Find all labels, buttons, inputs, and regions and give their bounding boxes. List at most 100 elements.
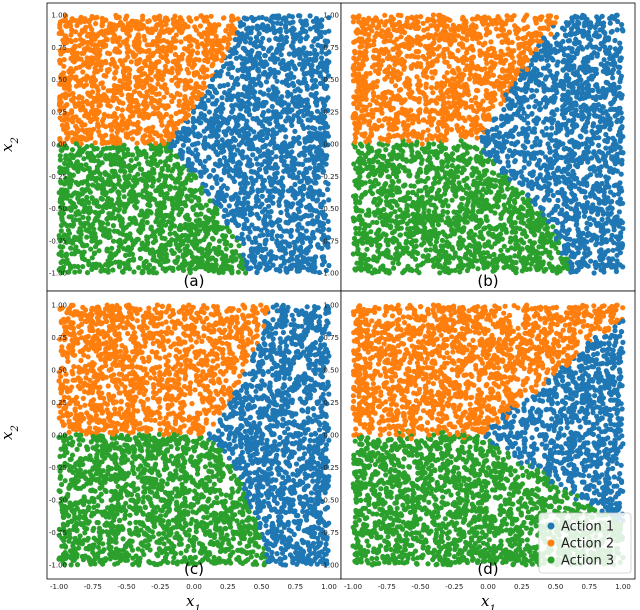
scatter-point [80,69,86,75]
scatter-point [182,252,189,258]
scatter-point [206,216,212,222]
scatter-point [204,246,210,252]
scatter-point [222,90,228,96]
scatter-point [244,259,250,265]
scatter-point [266,203,272,209]
scatter-point [82,107,88,114]
scatter-point [324,153,330,159]
scatter-point [66,87,72,93]
scatter-point [185,156,192,163]
scatter-point [109,245,115,251]
scatter-point [109,127,115,133]
scatter-point [278,209,284,216]
scatter-point [152,237,158,243]
scatter-point [136,68,142,74]
scatter-point [298,252,304,258]
scatter-point [310,18,316,24]
scatter-point [140,13,146,19]
scatter-point [120,24,126,30]
scatter-point [240,252,246,258]
scatter-point [115,189,121,195]
scatter-point [315,227,321,233]
scatter-point [289,122,295,128]
scatter-point [199,190,205,196]
scatter-point [266,87,272,93]
scatter-point [101,32,107,38]
scatter-point [266,265,273,271]
scatter-point [81,156,87,162]
scatter-point [100,232,107,238]
scatter-point [95,182,101,188]
scatter-point [257,136,263,143]
scatter-point [215,133,221,139]
scatter-point [187,54,193,61]
scatter-point [167,184,173,190]
scatter-point [247,90,253,96]
scatter-point [279,154,285,160]
scatter-point [307,207,313,213]
scatter-point [119,167,125,174]
scatter-point [61,57,67,63]
scatter-point [216,238,223,244]
scatter-point [193,202,200,208]
scatter-point [304,108,311,114]
scatter-point [104,37,110,43]
scatter-point [219,95,225,101]
scatter-point [188,78,194,84]
scatter-point [315,18,321,24]
scatter-point [264,135,270,141]
scatter-point [152,151,158,157]
scatter-point [193,16,199,22]
scatter-point [94,146,100,152]
scatter-point [318,111,324,117]
scatter-point [182,126,188,132]
scatter-point [161,204,168,210]
scatter-point [202,57,208,64]
scatter-point [294,267,300,273]
scatter-point [147,83,153,89]
scatter-point [92,250,98,256]
scatter-point [103,132,109,138]
scatter-point [183,180,189,186]
scatter-point [188,187,194,193]
scatter-point [229,22,235,29]
scatter-point [59,30,65,37]
scatter-point [115,123,121,129]
scatter-point [162,63,168,69]
scatter-point [235,160,241,166]
scatter-point [202,104,208,110]
scatter-point [227,36,233,42]
scatter-point [74,160,80,166]
scatter-point [298,102,304,108]
scatter-point [297,231,303,237]
scatter-point [309,43,315,49]
scatter-point [244,26,250,32]
scatter-point [256,73,262,79]
scatter-point [73,130,79,137]
scatter-point [80,264,86,270]
scatter-point [114,115,120,121]
scatter-point [169,77,175,83]
scatter-point [240,128,246,134]
scatter-point [143,182,150,188]
scatter-point [577,155,583,161]
scatter-point [96,103,102,109]
scatter-point [72,190,78,196]
scatter-point [167,226,173,232]
scatter-point [208,224,214,231]
scatter-point [225,71,231,77]
scatter-point [304,83,310,89]
scatter-point [184,243,190,249]
scatter-point [99,186,105,193]
scatter-point [178,226,184,233]
scatter-point [130,129,137,135]
scatter-point [225,45,231,51]
scatter-point [248,29,254,36]
scatter-point [107,203,113,210]
scatter-point [83,82,89,88]
scatter-point [146,138,152,144]
scatter-point [205,97,211,103]
scatter-point [77,17,83,23]
scatter-point [218,161,224,167]
scatter-point [144,234,150,240]
